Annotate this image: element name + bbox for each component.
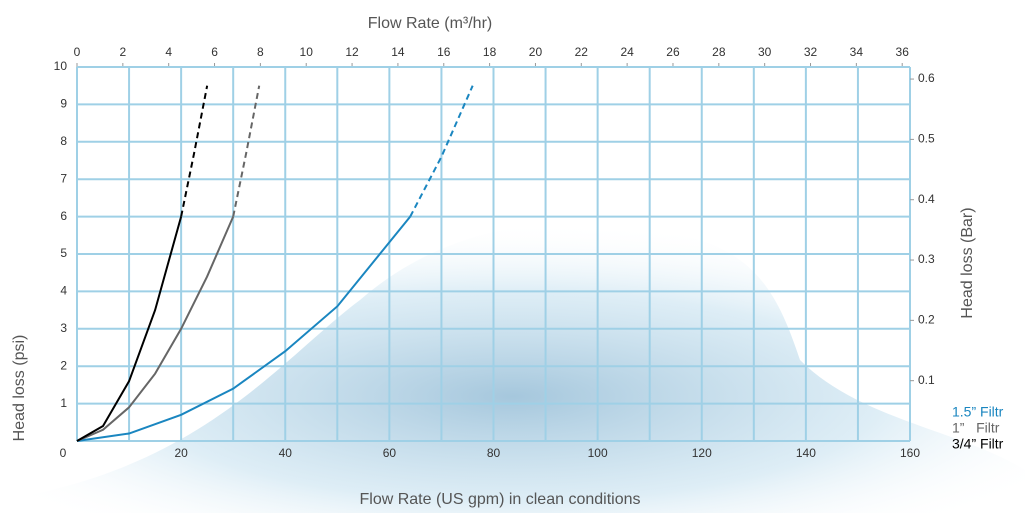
x-tick-label: 40	[279, 446, 293, 460]
legend-label: 3/4” Filtr	[952, 436, 1004, 452]
x2-tick-label: 28	[712, 45, 726, 59]
legend-label: 1.5” Filtr	[952, 404, 1004, 420]
y2-tick-label: 0.3	[918, 252, 935, 266]
series-extrapolated	[409, 85, 474, 218]
x2-tick-label: 36	[896, 45, 910, 59]
x-tick-label: 60	[383, 446, 397, 460]
y2-axis-title: Head loss (Bar)	[959, 207, 976, 318]
series-line	[76, 215, 411, 442]
x-tick-label: 20	[174, 446, 188, 460]
y-tick-label: 7	[60, 171, 67, 185]
y-tick-label: 4	[60, 284, 67, 298]
y-axis-title: Head loss (psi)	[11, 335, 28, 442]
x2-tick-label: 24	[620, 45, 634, 59]
x2-tick-label: 34	[850, 45, 864, 59]
series-line	[76, 216, 235, 442]
x-tick-label: 140	[796, 446, 816, 460]
x2-tick-label: 8	[257, 45, 264, 59]
x2-tick-label: 4	[165, 45, 172, 59]
y-tick-label: 10	[54, 59, 68, 73]
series-line	[76, 216, 183, 442]
y-tick-label: 6	[60, 209, 67, 223]
x2-tick-label: 12	[345, 45, 359, 59]
x2-tick-label: 18	[483, 45, 497, 59]
x-tick-label: 0	[60, 446, 67, 460]
series-extrapolated	[180, 85, 209, 217]
x2-tick-label: 6	[211, 45, 218, 59]
y-tick-label: 9	[60, 97, 67, 111]
x2-tick-label: 10	[300, 45, 314, 59]
x-axis-title: Flow Rate (US gpm) in clean conditions	[359, 491, 640, 508]
y-tick-label: 1	[60, 396, 67, 410]
x2-tick-label: 0	[74, 45, 81, 59]
water-background	[0, 222, 1025, 513]
legend-label: 1” Filtr	[952, 420, 1000, 436]
x2-tick-label: 22	[575, 45, 589, 59]
series-extrapolated	[232, 85, 261, 217]
y2-tick-label: 0.2	[918, 313, 935, 327]
x2-tick-label: 26	[666, 45, 680, 59]
y-tick-label: 8	[60, 134, 67, 148]
y2-tick-label: 0.4	[918, 192, 935, 206]
x2-tick-label: 32	[804, 45, 818, 59]
x-tick-label: 80	[487, 446, 501, 460]
x2-tick-label: 2	[120, 45, 127, 59]
x2-tick-label: 16	[437, 45, 451, 59]
y2-tick-label: 0.1	[918, 373, 935, 387]
y-tick-label: 3	[60, 321, 67, 335]
x-tick-label: 120	[692, 446, 712, 460]
y-tick-label: 2	[60, 358, 67, 372]
x2-tick-label: 14	[391, 45, 405, 59]
x-tick-label: 160	[900, 446, 920, 460]
x-tick-label: 100	[588, 446, 608, 460]
x2-tick-label: 30	[758, 45, 772, 59]
top-axis-title: Flow Rate (m³/hr)	[368, 15, 492, 32]
y2-tick-label: 0.6	[918, 71, 935, 85]
x2-tick-label: 20	[529, 45, 543, 59]
y-tick-label: 5	[60, 246, 67, 260]
y2-tick-label: 0.5	[918, 132, 935, 146]
